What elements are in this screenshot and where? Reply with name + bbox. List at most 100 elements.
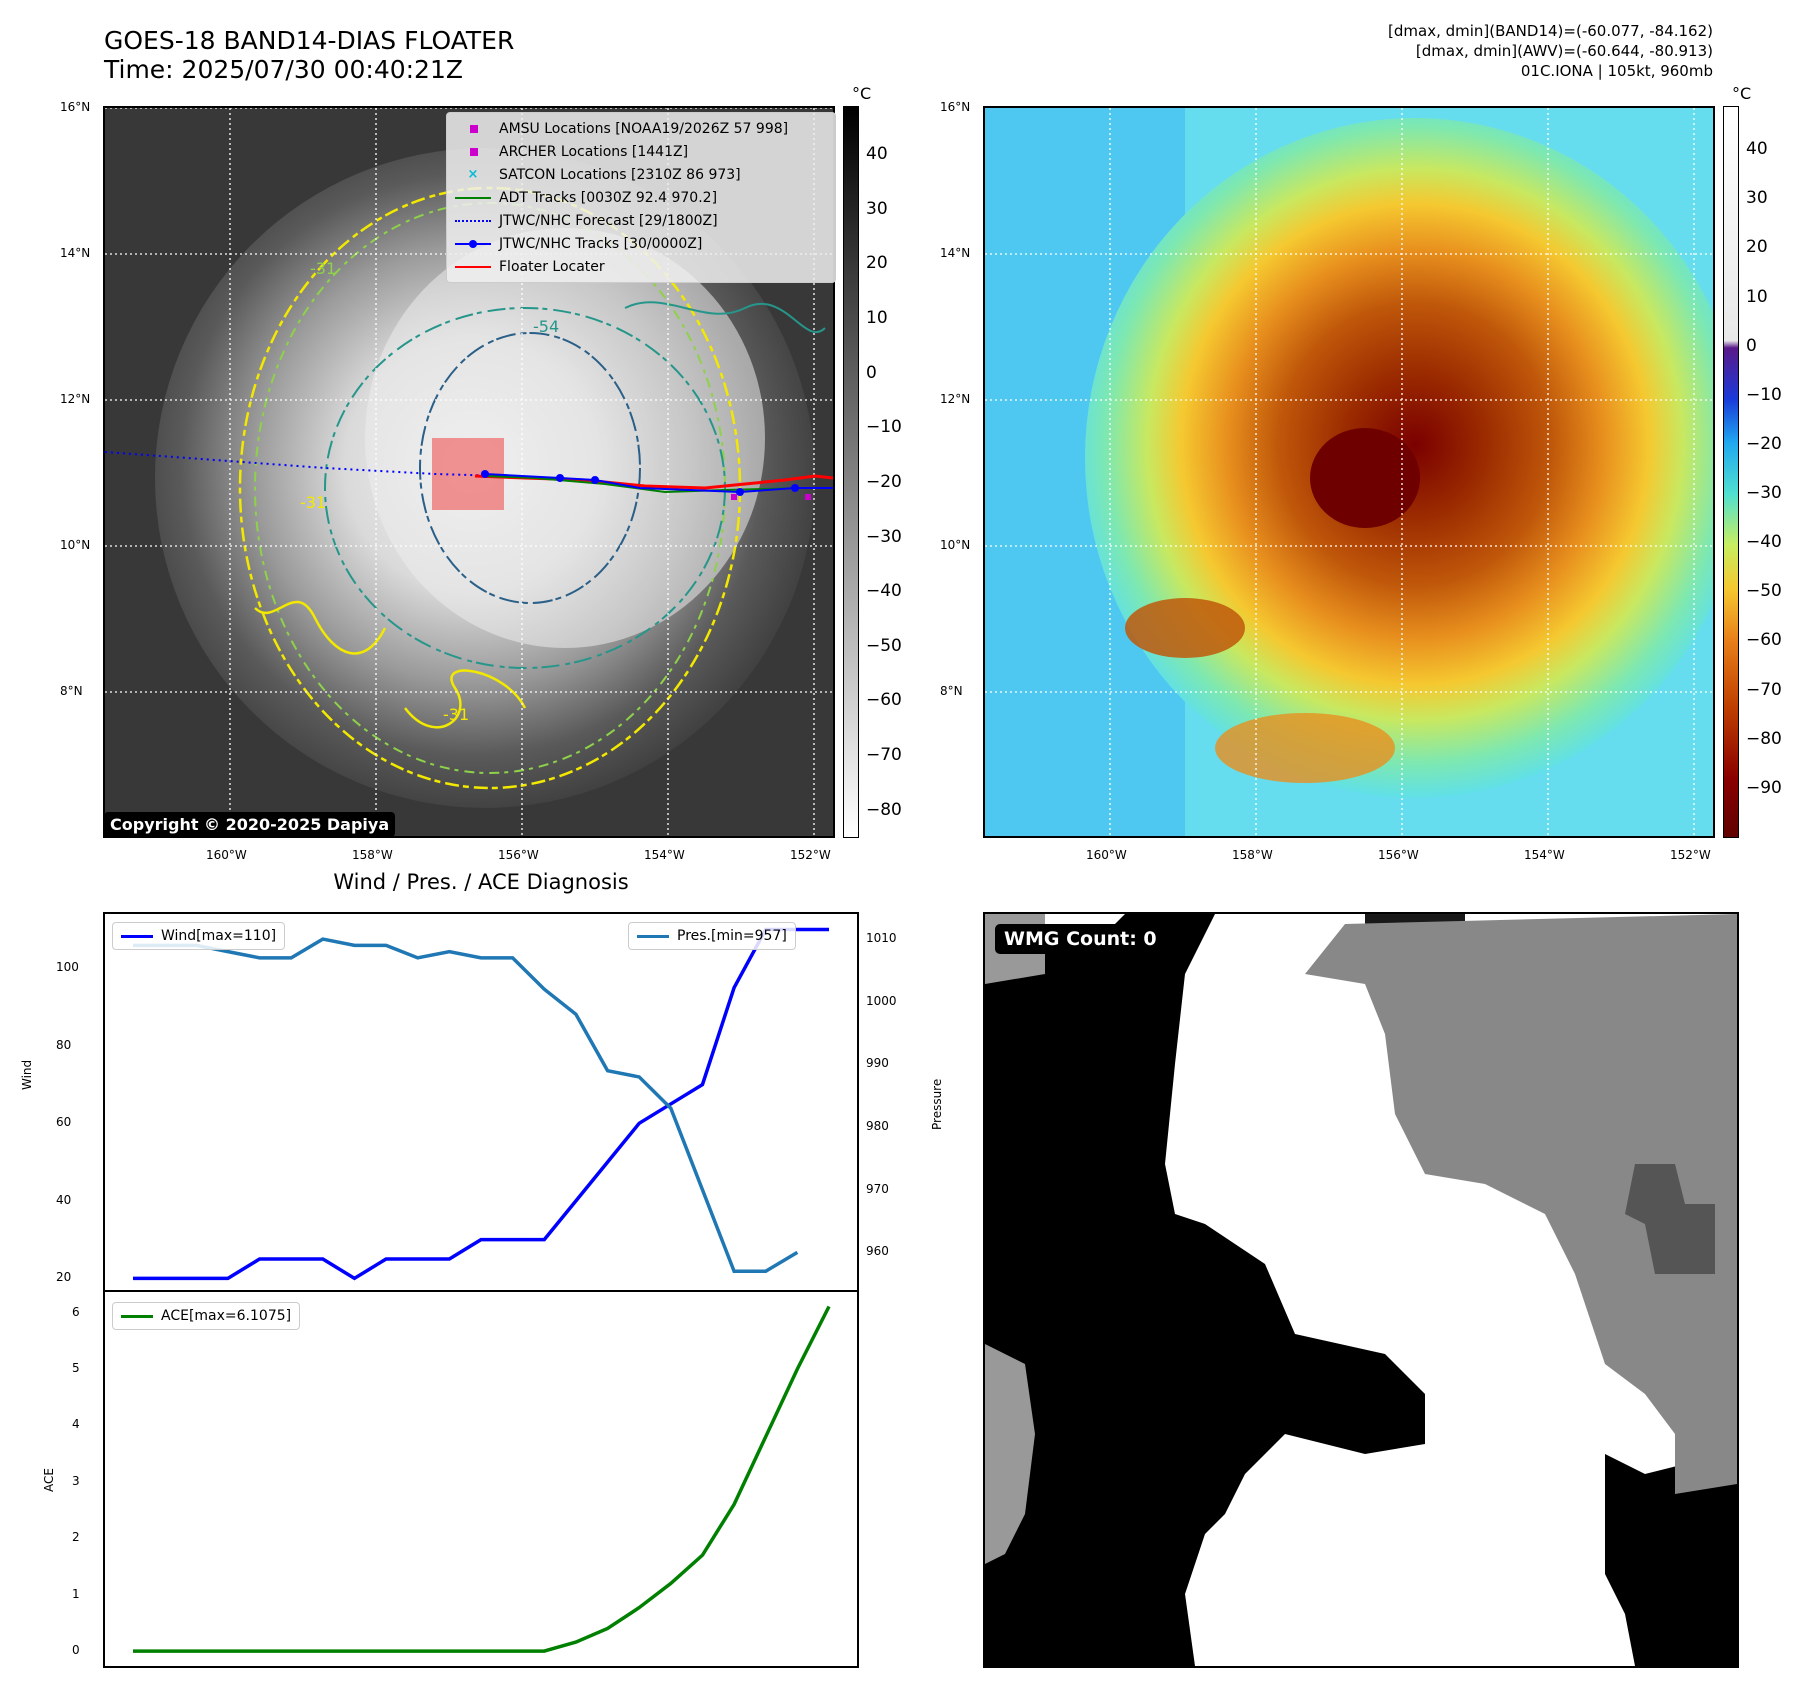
copyright-badge: Copyright © 2020-2025 Dapiya [104,812,396,837]
legend-item: Floater Locater [455,255,827,278]
ace-tick-label: 4 [72,1417,80,1432]
colorbar2 [1723,106,1739,838]
lat-label: 8°N [60,684,83,698]
ace-tick-label: 3 [72,1473,80,1488]
wmg-image [985,914,1737,1666]
contour-label: -31 [443,705,469,724]
colorbar-tick-label: 40 [866,144,888,165]
colorbar-tick-label: −70 [866,745,902,766]
pressure-tick-label: 980 [866,1119,889,1134]
legend-label: Wind[max=110] [161,928,277,944]
lon-label: 154°W [1524,848,1565,862]
colorbar-tick-label: 30 [1746,188,1768,209]
lon-label: 160°W [206,848,247,862]
colorbar-tick-label: −40 [1746,532,1782,553]
colorbar-tick-label: −90 [1746,777,1782,798]
colorbar-tick-label: −20 [866,471,902,492]
steelblue-line-icon [637,929,669,943]
legend-item: AMSU Locations [NOAA19/2026Z 57 998] [455,117,827,140]
ace-tick-label: 6 [72,1304,80,1319]
wind-pressure-svg [97,912,859,1292]
ace-tick-label: 0 [72,1643,80,1658]
wind-tick-label: 100 [56,960,79,975]
x-marker-icon: × [467,166,479,182]
blue-line-icon [121,929,153,943]
square-marker-icon [455,122,491,136]
colorbar-tick-label: −30 [866,526,902,547]
lon-label: 156°W [498,848,539,862]
lat-label: 16°N [60,100,91,114]
legend-item: JTWC/NHC Tracks [30/0000Z] [455,232,827,255]
legend-label: SATCON Locations [2310Z 86 973] [499,166,741,183]
colorbar-tick-label: 20 [1746,237,1768,258]
pressure-tick-label: 990 [866,1056,889,1071]
lat-label: 8°N [940,684,963,698]
wind-axis-label: Wind [20,1059,34,1090]
colorbar-tick-label: −10 [1746,384,1782,405]
colorbar-tick-label: 10 [1746,286,1768,307]
lon-label: 158°W [352,848,393,862]
lat-label: 16°N [940,100,971,114]
pressure-tick-label: 1010 [866,931,897,946]
legend-label: JTWC/NHC Forecast [29/1800Z] [499,212,718,229]
colorbar-tick-label: −20 [1746,433,1782,454]
dotted-line-icon [455,214,491,228]
figure-title-line1: GOES-18 BAND14-DIAS FLOATER [104,26,515,55]
colorbar-tick-label: 40 [1746,139,1768,160]
lon-label: 160°W [1086,848,1127,862]
colorbar2-unit: °C [1732,84,1752,103]
colorbar-tick-label: 0 [866,362,877,383]
wind-legend: Wind[max=110] [112,922,286,950]
legend-label: ADT Tracks [0030Z 92.4 970.2] [499,189,718,206]
pressure-tick-label: 1000 [866,993,897,1008]
lat-label: 10°N [940,538,971,552]
dot-line-icon [455,237,491,251]
figure-title-line2: Time: 2025/07/30 00:40:21Z [104,55,463,84]
awv-map-image [985,108,1713,836]
colorbar-tick-label: 30 [866,198,888,219]
colorbar-tick-label: −50 [866,635,902,656]
lat-label: 14°N [60,246,91,260]
jtwc-track [484,473,833,494]
solid-line-icon [455,191,491,205]
wind-pressure-chart [97,912,859,1292]
contour-label: -31 [310,259,336,278]
info-line1: [dmax, dmin](BAND14)=(-60.077, -84.162) [1388,22,1713,40]
lon-label: 152°W [1670,848,1711,862]
awv-map-panel [983,106,1715,838]
pressure-legend: Pres.[min=957] [628,922,796,950]
ace-svg [103,1290,859,1668]
ace-line [133,1305,831,1653]
solid-line-icon [455,260,491,274]
legend-label: JTWC/NHC Tracks [30/0000Z] [499,235,703,252]
colorbar-tick-label: −80 [866,799,902,820]
info-line3: 01C.IONA | 105kt, 960mb [1520,62,1713,80]
colorbar1-unit: °C [852,84,872,103]
ace-tick-label: 2 [72,1530,80,1545]
ace-legend: ACE[max=6.1075] [112,1302,301,1330]
legend-label: AMSU Locations [NOAA19/2026Z 57 998] [499,120,789,137]
lat-label: 12°N [60,392,91,406]
colorbar-tick-label: 10 [866,308,888,329]
legend-item: × SATCON Locations [2310Z 86 973] [455,163,827,186]
pressure-axis-label: Pressure [930,1078,944,1130]
legend-item: ADT Tracks [0030Z 92.4 970.2] [455,186,827,209]
colorbar-tick-label: −10 [866,417,902,438]
forecast-track [105,451,566,481]
pressure-line [133,937,799,1273]
wind-tick-label: 80 [56,1037,72,1052]
colorbar-tick-label: −60 [1746,630,1782,651]
colorbar1 [843,106,859,838]
contour-label: -54 [533,317,559,336]
wind-tick-label: 40 [56,1192,72,1207]
colorbar-tick-label: −40 [866,581,902,602]
pressure-tick-label: 970 [866,1181,889,1196]
plot-frame [103,1290,859,1668]
ace-tick-label: 1 [72,1586,80,1601]
lon-label: 154°W [644,848,685,862]
legend-item: JTWC/NHC Forecast [29/1800Z] [455,209,827,232]
lon-label: 158°W [1232,848,1273,862]
info-line2: [dmax, dmin](AWV)=(-60.644, -80.913) [1415,42,1713,60]
ace-tick-label: 5 [72,1360,80,1375]
wind-tick-label: 20 [56,1270,72,1285]
